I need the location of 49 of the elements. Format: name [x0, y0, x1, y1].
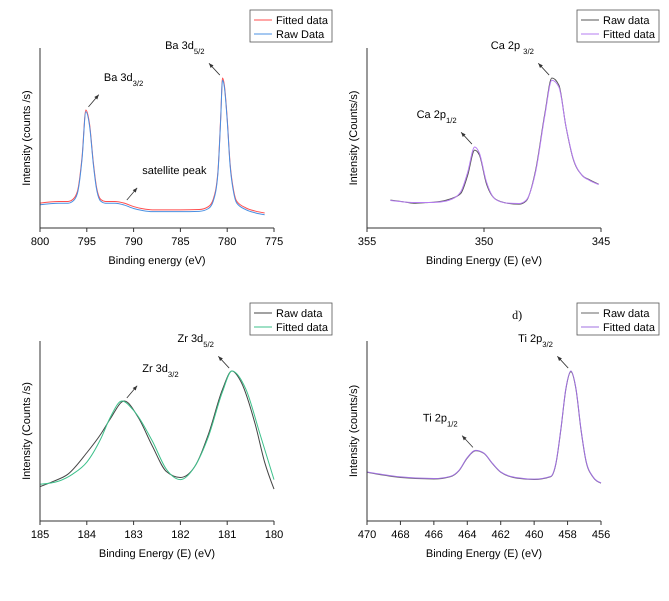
x-tick-label: 466 — [424, 529, 444, 541]
annotation: Ba 3d$_{3/2}$ — [104, 72, 144, 88]
annotation: Ti 2p$_{1/2}$ — [422, 412, 458, 428]
annotation: Zr 3d$_{3/2}$ — [142, 363, 179, 378]
x-tick-label: 350 — [474, 236, 494, 248]
legend-label: Raw data — [276, 308, 324, 320]
x-tick-label: 185 — [30, 529, 50, 541]
y-axis-title: Intensity (counts /s) — [21, 90, 33, 186]
annotation: Ba 3d$_{5/2}$ — [165, 40, 205, 56]
x-tick-label: 458 — [558, 529, 577, 541]
x-tick-label: 180 — [264, 529, 284, 541]
x-tick-label: 181 — [218, 529, 236, 541]
y-axis-title: Intensity (Counts/s) — [348, 90, 360, 186]
annotation: Zr 3d$_{5/2}$ — [178, 333, 214, 348]
x-tick-label: 345 — [592, 236, 610, 248]
x-tick-label: 182 — [171, 529, 190, 541]
x-tick-label: 785 — [171, 236, 190, 248]
x-tick-label: 780 — [218, 236, 236, 248]
legend-label: Raw data — [603, 308, 650, 320]
x-tick-label: 355 — [358, 236, 376, 248]
x-axis-title: Binding Energy (E) (eV) — [98, 548, 216, 560]
x-axis-title: Binding energy (eV) — [108, 255, 206, 267]
legend-label: Raw Data — [276, 29, 326, 41]
legend-label: Raw data — [603, 15, 650, 27]
x-tick-label: 462 — [492, 529, 510, 541]
legend-label: Fitted data — [603, 29, 656, 41]
x-tick-label: 460 — [524, 529, 544, 541]
annotation: Ca 2p$_{1/2}$ — [416, 109, 457, 124]
x-tick-label: 184 — [78, 529, 96, 541]
x-tick-label: 456 — [592, 529, 610, 541]
y-axis-title: Intensity (Counts /s) — [21, 382, 33, 480]
x-tick-label: 775 — [264, 236, 284, 248]
legend-label: Fitted data — [276, 322, 329, 334]
annotation: Ti 2p$_{3/2}$ — [518, 333, 553, 348]
x-axis-title: Binding Energy (E) (eV) — [426, 255, 542, 267]
legend-label: Fitted data — [276, 15, 329, 27]
x-tick-label: 183 — [124, 529, 143, 541]
legend-label: Fitted data — [603, 322, 656, 334]
x-tick-label: 795 — [78, 236, 96, 248]
x-tick-label: 470 — [358, 529, 376, 541]
x-tick-label: 464 — [458, 529, 476, 541]
x-tick-label: 468 — [391, 529, 410, 541]
annotation: satellite peak — [142, 165, 207, 178]
x-tick-label: 800 — [30, 236, 50, 248]
y-axis-title: Intensity (counts/s) — [348, 384, 360, 478]
annotation: Ca 2p $_{3/2}$ — [490, 40, 534, 56]
x-axis-title: Binding Energy (E) (eV) — [426, 548, 542, 560]
text: d) — [512, 308, 522, 322]
x-tick-label: 790 — [124, 236, 143, 248]
